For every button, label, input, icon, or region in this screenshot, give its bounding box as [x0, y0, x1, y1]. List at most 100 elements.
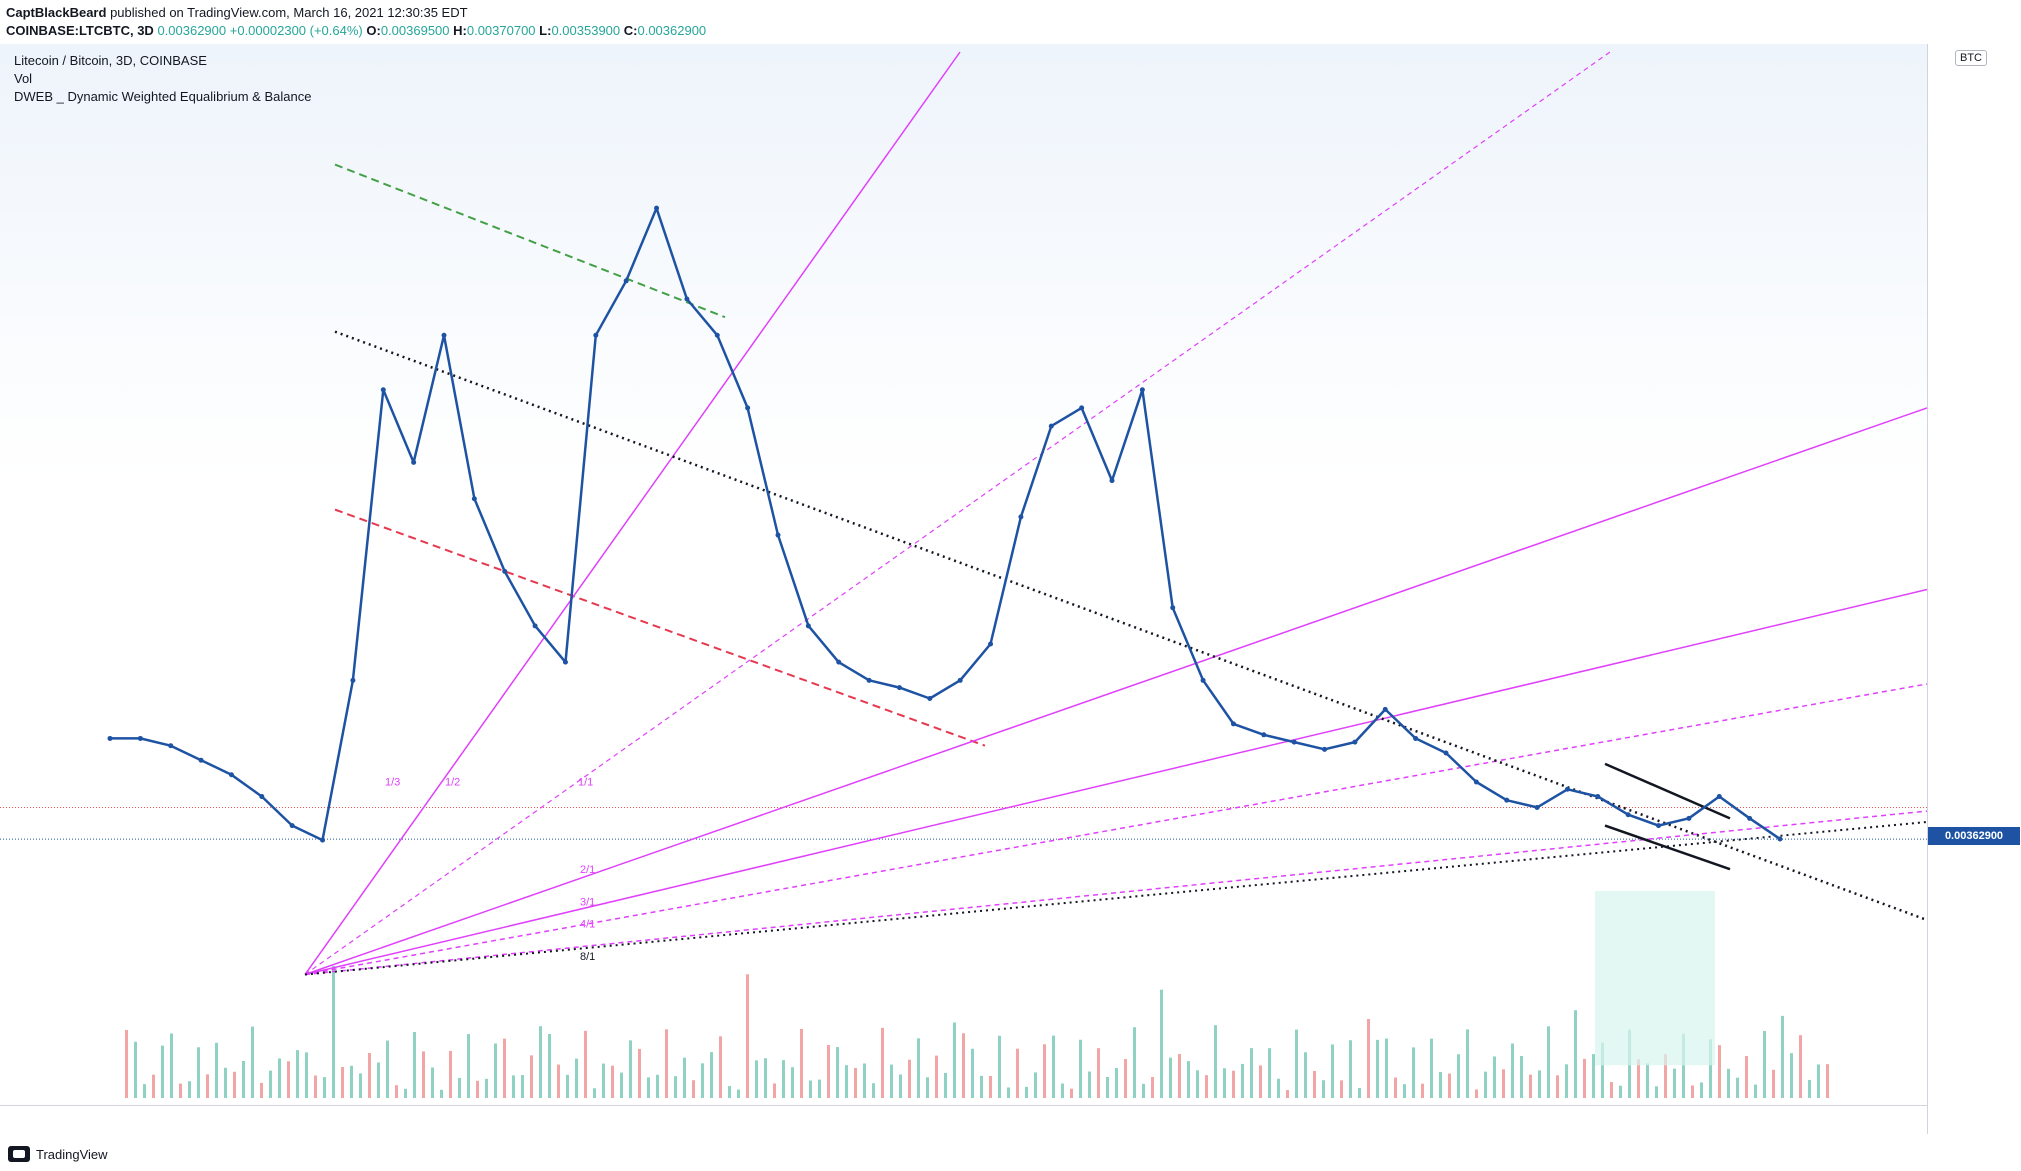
volume-bar — [620, 1072, 623, 1098]
volume-bar — [773, 1083, 776, 1098]
volume-bar — [1403, 1084, 1406, 1098]
fan-ratio-label: 2/1 — [580, 864, 595, 876]
last-price-tag: 0.00362900 — [1928, 827, 2020, 845]
volume-bar — [557, 1064, 560, 1098]
volume-bar — [737, 1089, 740, 1098]
volume-bar — [692, 1080, 695, 1098]
volume-bar — [1790, 1053, 1793, 1098]
volume-bar — [746, 974, 749, 1098]
volume-bar — [926, 1077, 929, 1098]
volume-bar — [224, 1067, 227, 1098]
price-point — [471, 496, 477, 502]
volume-bar — [728, 1086, 731, 1098]
volume-bar — [1160, 989, 1163, 1098]
volume-bar — [179, 1083, 182, 1098]
volume-bar — [1601, 1042, 1604, 1098]
volume-bar — [836, 1047, 839, 1098]
price-point — [1018, 514, 1024, 520]
fan-line — [304, 588, 1928, 976]
volume-bar — [1295, 1029, 1298, 1098]
chart-legend: Litecoin / Bitcoin, 3D, COINBASE Vol DWE… — [14, 52, 311, 106]
price-point — [1230, 721, 1236, 727]
price-point — [320, 837, 326, 843]
volume-bar — [1592, 1054, 1595, 1098]
price-point — [1656, 823, 1662, 829]
price-point — [228, 772, 234, 778]
time-axis[interactable] — [0, 1105, 1927, 1134]
legend-vol[interactable]: Vol — [14, 71, 33, 86]
price-point — [1352, 739, 1358, 745]
volume-bar — [782, 1060, 785, 1098]
volume-bar — [449, 1050, 452, 1098]
volume-bar — [755, 1060, 758, 1098]
volume-bar — [1781, 1015, 1784, 1098]
fan-ratio-label: 3/1 — [580, 897, 595, 909]
volume-bar — [575, 1058, 578, 1098]
low-value: 0.00353900 — [551, 23, 621, 38]
volume-bar — [1718, 1045, 1721, 1098]
volume-bar — [296, 1050, 299, 1098]
price-point — [1443, 750, 1449, 756]
volume-bar — [593, 1088, 596, 1098]
volume-bar — [431, 1067, 434, 1098]
volume-bar — [233, 1071, 236, 1098]
volume-bar — [854, 1067, 857, 1098]
volume-bar — [395, 1085, 398, 1098]
volume-bar — [1196, 1070, 1199, 1098]
close-value: 0.00362900 — [637, 23, 707, 38]
volume-bar — [629, 1040, 632, 1098]
volume-bar — [1547, 1026, 1550, 1098]
volume-bar — [683, 1057, 686, 1098]
price-point — [1686, 815, 1692, 821]
price-point — [623, 278, 629, 284]
legend-indicator[interactable]: DWEB _ Dynamic Weighted Equalibrium & Ba… — [14, 89, 312, 104]
volume-bar — [386, 1040, 389, 1098]
price-point — [654, 205, 660, 211]
price-point — [350, 677, 356, 683]
price-point — [1048, 423, 1054, 429]
volume-bar — [809, 1080, 812, 1098]
price-point — [1170, 605, 1176, 611]
volume-bar — [1682, 1033, 1685, 1098]
tradingview-logo[interactable]: TradingView — [8, 1146, 108, 1162]
symbol-label: COINBASE:LTCBTC, 3D — [6, 23, 154, 38]
price-point — [168, 743, 174, 749]
volume-bar — [134, 1041, 137, 1098]
volume-bar — [1565, 1064, 1568, 1098]
currency-badge[interactable]: BTC — [1955, 50, 1987, 66]
volume-bar — [1574, 1010, 1577, 1098]
fan-ratio-label: 4/1 — [580, 918, 595, 930]
price-point — [1413, 735, 1419, 741]
volume-bar — [170, 1033, 173, 1098]
volume-bar — [305, 1052, 308, 1098]
volume-bar — [1502, 1069, 1505, 1098]
volume-bar — [638, 1048, 641, 1098]
volume-bar — [1754, 1084, 1757, 1098]
price-axis[interactable] — [1928, 44, 2021, 1134]
volume-bar — [674, 1076, 677, 1098]
volume-bar — [485, 1078, 488, 1098]
fan-ratio-label: 1/1 — [578, 777, 593, 789]
volume-bar — [1385, 1038, 1388, 1098]
volume-bar — [341, 1067, 344, 1098]
price-point — [684, 296, 690, 302]
author-name[interactable]: CaptBlackBeard — [6, 5, 107, 20]
volume-bar — [350, 1065, 353, 1098]
volume-bar — [665, 1029, 668, 1098]
volume-bar — [800, 1028, 803, 1098]
volume-bar — [260, 1082, 263, 1098]
volume-bar — [1340, 1080, 1343, 1098]
volume-bar — [287, 1061, 290, 1098]
volume-bar — [1151, 1077, 1154, 1098]
volume-bar — [818, 1079, 821, 1098]
volume-bar — [1322, 1080, 1325, 1098]
volume-bar — [1817, 1064, 1820, 1098]
volume-bar — [1808, 1079, 1811, 1098]
price-point — [107, 735, 113, 741]
volume-bar — [881, 1027, 884, 1098]
volume-bar — [872, 1083, 875, 1098]
price-point — [1747, 815, 1753, 821]
legend-title[interactable]: Litecoin / Bitcoin, 3D, COINBASE — [14, 53, 207, 68]
volume-bar — [602, 1063, 605, 1098]
volume-bar — [368, 1053, 371, 1098]
